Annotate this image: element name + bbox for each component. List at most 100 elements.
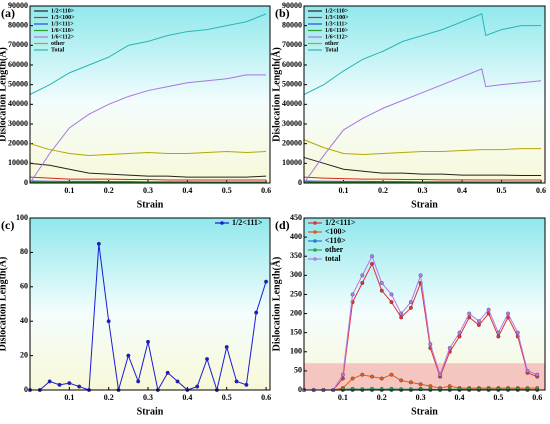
- y-tick-label: 80000: [282, 20, 302, 29]
- marker: [457, 330, 462, 335]
- y-tick-label: 450: [290, 213, 302, 222]
- marker: [486, 307, 491, 312]
- legend-label: 1/3<111>: [325, 21, 348, 27]
- marker: [515, 330, 520, 335]
- legend-label: 1/2<110>: [325, 8, 349, 14]
- y-axis-label: Dislocation Length(Å): [0, 47, 8, 142]
- marker: [399, 378, 404, 383]
- legend-label: Total: [51, 47, 64, 53]
- y-tick-label: 70000: [8, 40, 28, 49]
- marker: [418, 273, 423, 278]
- legend-marker: [313, 221, 317, 225]
- legend-label: 1/3<100>: [51, 15, 75, 21]
- legend-label: <110>: [325, 236, 346, 245]
- marker: [57, 382, 62, 387]
- y-tick-label: 100: [290, 347, 302, 356]
- y-tick-label: 40000: [8, 99, 28, 108]
- y-tick-label: 80: [20, 247, 28, 256]
- x-axis-label: Strain: [137, 199, 164, 210]
- legend-label: total: [325, 254, 341, 263]
- marker: [136, 379, 141, 384]
- marker: [379, 376, 384, 381]
- y-tick-label: 60000: [282, 60, 302, 69]
- marker: [535, 372, 540, 377]
- panel-label: (d): [275, 218, 290, 232]
- marker: [47, 379, 52, 384]
- series-line: [29, 162, 267, 178]
- series-line: [303, 176, 542, 181]
- x-axis-label: Strain: [137, 406, 164, 417]
- x-tick-label: 0.4: [457, 186, 467, 195]
- marker: [399, 315, 404, 320]
- marker: [195, 384, 200, 389]
- legend-label: Total: [325, 47, 338, 53]
- marker: [340, 376, 345, 381]
- marker: [496, 334, 501, 339]
- x-tick-label: 0.5: [497, 186, 507, 195]
- marker: [389, 300, 394, 305]
- x-tick-label: 0.5: [493, 393, 503, 402]
- legend-label: 1/3<100>: [325, 15, 349, 21]
- legend-label: 1/3<111>: [51, 21, 74, 27]
- y-axis-label: Dislocation Length(Å): [0, 257, 8, 352]
- y-tick-label: 10000: [282, 158, 302, 167]
- marker: [399, 311, 404, 316]
- marker: [254, 310, 259, 315]
- legend-marker: [313, 257, 317, 261]
- y-tick-label: 250: [290, 289, 302, 298]
- marker: [350, 292, 355, 297]
- legend-marker: [220, 221, 224, 225]
- series-line: [29, 74, 267, 184]
- y-tick-label: 30000: [8, 119, 28, 128]
- series-line: [303, 139, 542, 155]
- legend-marker: [313, 248, 317, 252]
- plot-background: [30, 218, 270, 390]
- marker: [234, 379, 239, 384]
- x-tick-label: 0.3: [416, 393, 426, 402]
- y-tick-label: 80000: [8, 20, 28, 29]
- y-axis-label: Dislocation Length(Å): [270, 257, 282, 352]
- x-tick-label: 0.4: [454, 393, 464, 402]
- legend-label: other: [51, 41, 65, 47]
- marker: [205, 357, 209, 361]
- panel-label: (a): [1, 6, 15, 20]
- marker: [379, 281, 384, 285]
- marker: [418, 382, 423, 387]
- y-tick-label: 30000: [282, 119, 302, 128]
- x-tick-label: 0.1: [64, 393, 74, 402]
- marker: [379, 288, 384, 293]
- y-tick-label: 0: [24, 385, 28, 394]
- x-tick-label: 0.6: [261, 186, 271, 195]
- y-tick-label: 50: [294, 366, 302, 375]
- y-tick-label: 70000: [282, 40, 302, 49]
- marker: [360, 273, 365, 278]
- marker: [370, 261, 374, 266]
- marker: [389, 292, 394, 297]
- series-line: [29, 180, 267, 183]
- series-line: [303, 68, 542, 184]
- y-tick-label: 20000: [282, 138, 302, 147]
- legend-label: 1/6<110>: [51, 28, 75, 34]
- marker: [264, 279, 269, 284]
- legend-marker: [313, 230, 317, 234]
- marker: [165, 370, 170, 375]
- x-tick-label: 0.2: [377, 393, 387, 402]
- y-tick-label: 400: [290, 232, 302, 241]
- x-tick-label: 0.1: [339, 186, 349, 195]
- marker: [350, 376, 355, 381]
- x-tick-label: 0.5: [222, 186, 232, 195]
- y-tick-label: 300: [290, 270, 302, 279]
- y-tick-label: 100: [16, 213, 28, 222]
- marker: [467, 311, 472, 316]
- y-tick-label: 0: [24, 178, 28, 187]
- marker: [244, 382, 249, 387]
- marker: [428, 342, 433, 347]
- x-axis-label: Strain: [411, 199, 438, 210]
- series-line: [29, 13, 267, 95]
- marker: [360, 372, 365, 377]
- marker: [67, 381, 72, 386]
- plot-frame: [29, 217, 271, 391]
- panel-label: (c): [1, 218, 14, 232]
- y-tick-label: 0: [298, 178, 302, 187]
- x-tick-label: 0.3: [143, 393, 153, 402]
